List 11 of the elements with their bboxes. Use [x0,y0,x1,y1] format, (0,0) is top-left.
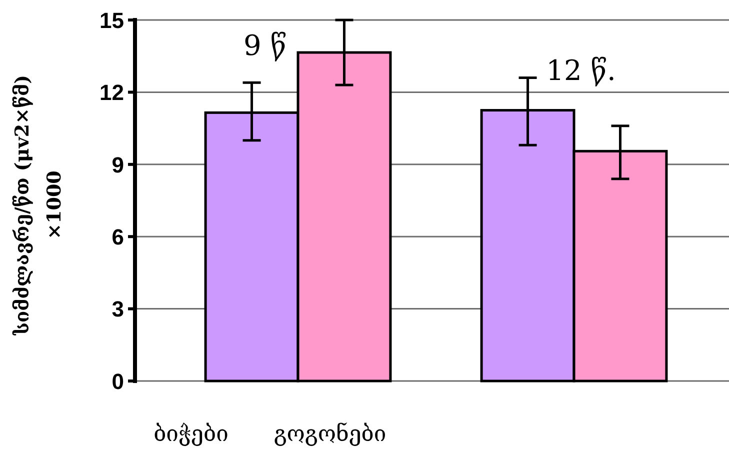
y-tick-label: 3 [112,296,124,322]
series-label: ბიჭები [154,422,228,447]
y-tick-label: 12 [100,80,124,106]
series-label: გოგონები [274,422,386,447]
y-axis-title: სიმძლავრე/წთ (μv2×წმ) ×1000 [12,74,66,336]
x-tick-label: 9 წ [244,29,286,62]
y-tick-label: 15 [100,8,124,33]
x-tick-label: 12 წ. [546,54,616,87]
y-tick-label: 9 [112,152,124,178]
y-tick-label: 0 [112,368,124,394]
y-tick-label: 6 [112,224,124,250]
